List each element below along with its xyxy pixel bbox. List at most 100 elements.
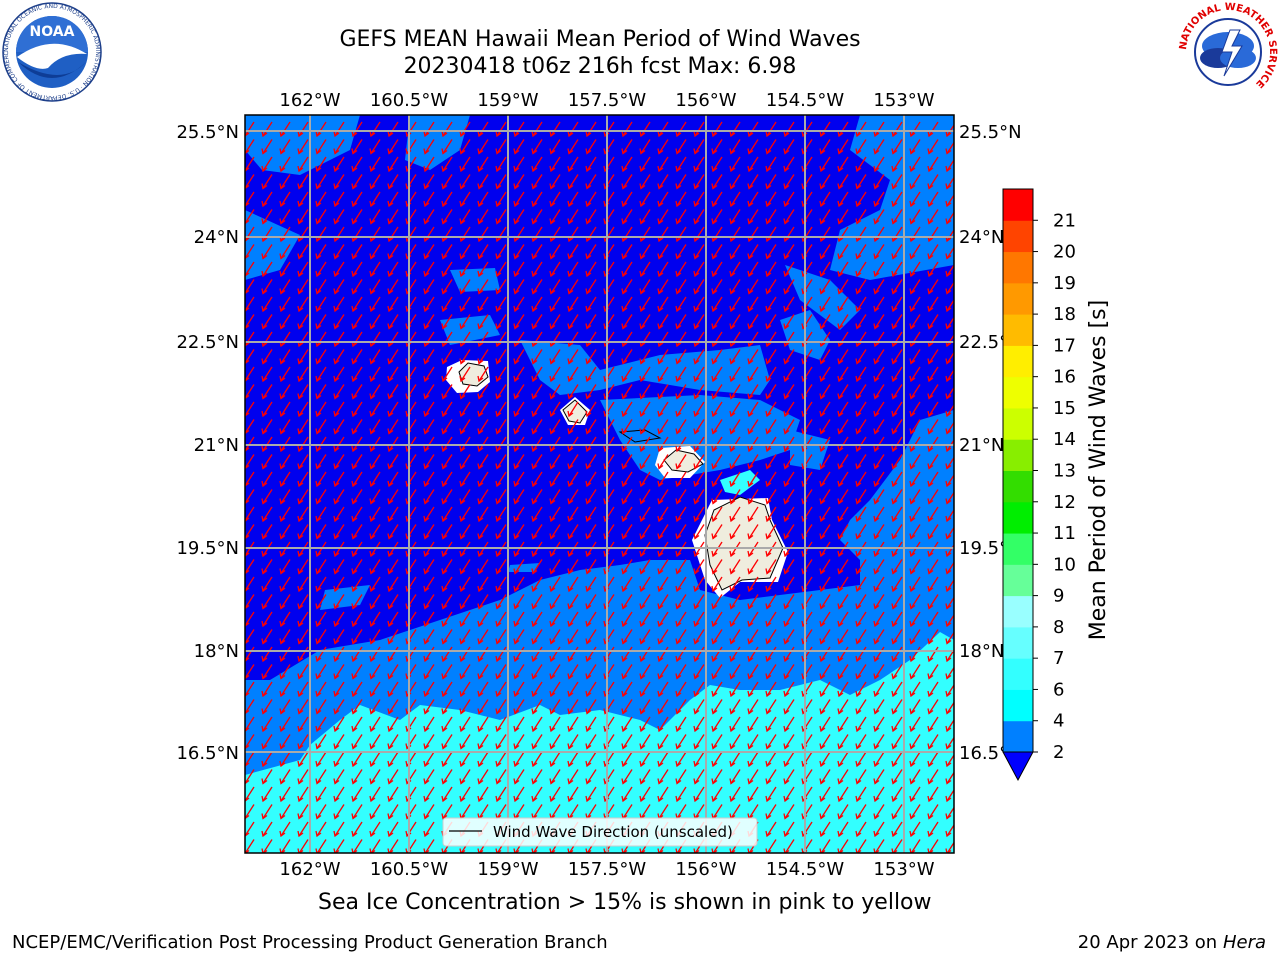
wind-arrow-head <box>333 673 340 680</box>
wind-arrow <box>496 244 507 259</box>
wind-arrow <box>298 191 309 207</box>
wind-arrow <box>730 261 741 277</box>
wind-arrow <box>730 244 741 259</box>
wind-arrow <box>316 209 327 224</box>
wind-arrow <box>928 751 939 767</box>
wind-arrow-head <box>909 183 916 190</box>
wind-arrow-head <box>549 148 556 155</box>
wind-arrow <box>478 279 489 294</box>
wind-arrow <box>334 734 345 749</box>
wind-arrow-head <box>459 463 466 470</box>
wind-arrow-head <box>531 393 538 400</box>
wind-arrow <box>694 314 705 329</box>
wind-arrow <box>280 331 291 347</box>
wind-arrow <box>424 279 435 294</box>
wind-arrow-head <box>855 533 862 540</box>
wind-arrow-head <box>783 620 790 628</box>
wind-arrow-head <box>765 533 772 540</box>
wind-arrow <box>316 576 327 592</box>
chart-title: GEFS MEAN Hawaii Mean Period of Wind Wav… <box>339 27 861 52</box>
wind-arrow <box>730 384 741 399</box>
wind-arrow-head <box>567 165 574 173</box>
wind-arrow <box>838 366 849 382</box>
wind-arrow-head <box>657 410 664 418</box>
wind-arrow <box>262 821 273 837</box>
wind-arrow <box>298 664 309 679</box>
wind-arrow-head <box>621 218 628 225</box>
wind-arrow-head <box>891 638 898 645</box>
wind-arrow <box>280 664 291 679</box>
wind-arrow <box>370 314 381 329</box>
legend-label: Wind Wave Direction (unscaled) <box>493 823 733 841</box>
wind-arrow-head <box>315 288 322 295</box>
wind-arrow-head <box>495 148 502 155</box>
wind-arrow <box>946 123 954 137</box>
wind-arrow-head <box>315 393 322 400</box>
wind-arrow <box>352 699 363 714</box>
wind-arrow <box>460 681 471 697</box>
wind-arrow <box>622 699 633 714</box>
wind-arrow <box>910 261 921 277</box>
wind-arrow <box>676 384 687 399</box>
wind-arrow <box>838 646 849 662</box>
wind-arrow-head <box>873 743 880 750</box>
wind-arrow <box>334 524 345 539</box>
wind-arrow <box>370 209 381 224</box>
wind-arrow <box>856 244 867 259</box>
wind-arrow <box>532 454 543 469</box>
wind-arrow-head <box>245 289 250 295</box>
wind-arrow-head <box>585 550 592 558</box>
wind-arrow-head <box>387 428 394 435</box>
wind-arrow <box>874 454 885 469</box>
wind-arrow <box>280 751 291 767</box>
wind-arrow-head <box>747 358 754 365</box>
wind-arrow <box>424 419 435 434</box>
lon-label: 153°W <box>873 859 934 880</box>
wind-arrow <box>730 419 741 434</box>
wind-arrow-head <box>819 305 826 313</box>
wind-arrow <box>514 401 525 417</box>
wind-arrow <box>694 366 705 382</box>
wind-arrow <box>334 681 345 697</box>
wind-arrow <box>370 471 381 487</box>
wind-arrow-head <box>245 377 250 382</box>
wind-arrow-head <box>945 200 952 208</box>
wind-arrow <box>298 821 309 837</box>
wind-arrow <box>838 226 849 242</box>
wind-arrow <box>766 209 777 224</box>
wind-arrow-head <box>245 587 250 592</box>
wind-arrow-head <box>945 305 952 313</box>
wind-arrow-head <box>369 305 376 313</box>
wind-arrow <box>838 174 849 189</box>
wind-arrow-head <box>245 692 250 697</box>
wind-arrow <box>766 244 777 259</box>
wind-arrow <box>262 191 273 207</box>
wind-arrow-head <box>423 428 430 435</box>
wind-arrow-head <box>639 410 646 418</box>
wind-arrow <box>694 384 705 399</box>
wind-arrow <box>658 524 669 539</box>
wind-arrow <box>784 209 795 224</box>
wind-arrow-head <box>477 270 484 278</box>
wind-arrow-head <box>531 533 538 540</box>
wind-arrow <box>460 191 471 207</box>
wind-arrow-head <box>711 743 718 750</box>
wind-arrow <box>910 244 921 259</box>
wind-arrow <box>532 384 543 399</box>
wind-arrow-head <box>297 183 304 190</box>
wind-arrow <box>730 209 741 224</box>
wind-arrow-head <box>297 708 304 715</box>
wind-arrow-head <box>765 393 772 400</box>
wind-arrow-head <box>747 148 754 155</box>
wind-arrow-head <box>513 445 520 453</box>
colorbar-segment <box>1003 345 1033 378</box>
wind-arrow <box>514 506 525 522</box>
period-region-4-6 <box>720 470 760 495</box>
wind-arrow <box>694 594 705 609</box>
wind-arrow-head <box>279 375 286 383</box>
wind-arrow-head <box>315 568 322 575</box>
wind-arrow-head <box>441 690 448 698</box>
wind-arrow-head <box>675 725 682 733</box>
wind-arrow <box>892 664 903 679</box>
wind-arrow-head <box>333 253 340 260</box>
